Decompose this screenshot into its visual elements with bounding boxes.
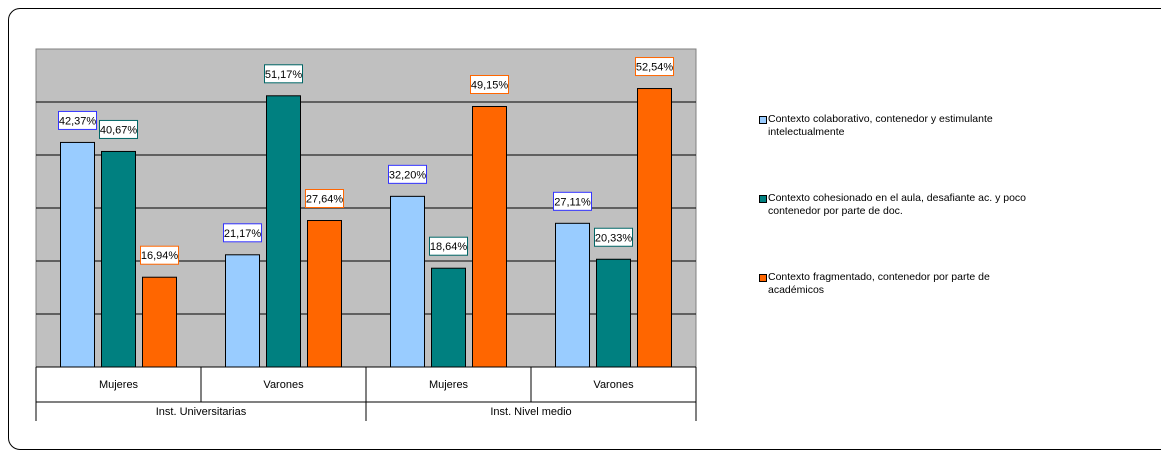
- bar: [60, 141, 95, 368]
- bar: [225, 254, 260, 368]
- x-tick-label: Mujeres: [429, 379, 469, 391]
- data-label-box: [594, 227, 633, 247]
- data-label: 27,11%: [554, 196, 591, 208]
- bar: [555, 222, 590, 368]
- x-group-label: Inst. Universitarias: [156, 406, 247, 418]
- data-label: 20,33%: [595, 232, 633, 244]
- legend-swatch-cohesionado: [759, 195, 767, 203]
- bar-chart: 42,37% 21,17% 32,20% 27,11% 40,67% 51,17% 18,6…: [35, 48, 697, 421]
- x-tick-label: Mujeres: [99, 379, 139, 391]
- data-label: 40,67%: [100, 124, 138, 136]
- data-label-box: [388, 164, 427, 184]
- data-label-box: [429, 236, 468, 256]
- legend-label-colaborativo: Contexto colaborativo, contenedor y esti…: [768, 113, 993, 138]
- data-label-box: [305, 189, 344, 209]
- x-tick-label: Varones: [593, 379, 634, 391]
- data-label: 52,54%: [636, 62, 674, 74]
- data-label-box: [553, 191, 592, 211]
- data-label-box: [140, 245, 179, 265]
- legend-label-cohesionado: Contexto cohesionado en el aula, desafia…: [768, 192, 1027, 217]
- x-tick-label: Varones: [263, 379, 304, 391]
- data-label-box: [264, 64, 303, 84]
- legend-swatch-colaborativo: [759, 116, 767, 124]
- bar: [472, 106, 507, 368]
- data-label-box: [635, 57, 674, 77]
- x-group-label: Inst. Nivel medio: [490, 406, 571, 418]
- bar: [596, 258, 631, 368]
- bar: [637, 88, 672, 368]
- data-label: 21,17%: [224, 228, 262, 240]
- data-label: 51,17%: [265, 69, 303, 81]
- bar: [431, 267, 466, 368]
- data-label: 32,20%: [389, 169, 427, 181]
- data-label-box: [223, 223, 262, 243]
- bar: [142, 276, 177, 368]
- data-label-box: [470, 75, 509, 95]
- data-label: 18,64%: [430, 241, 468, 253]
- legend-label-fragmentado: Contexto fragmentado, contenedor por par…: [768, 271, 990, 296]
- bar: [390, 195, 425, 368]
- bar: [266, 95, 301, 368]
- data-label: 16,94%: [141, 250, 179, 262]
- data-label-box: [58, 110, 97, 130]
- data-label: 49,15%: [471, 80, 509, 92]
- bar: [307, 220, 342, 368]
- data-label: 42,37%: [59, 115, 97, 127]
- data-label-box: [99, 119, 138, 139]
- bar: [101, 150, 136, 368]
- legend-swatch-fragmentado: [759, 274, 767, 282]
- data-label: 27,64%: [306, 194, 344, 206]
